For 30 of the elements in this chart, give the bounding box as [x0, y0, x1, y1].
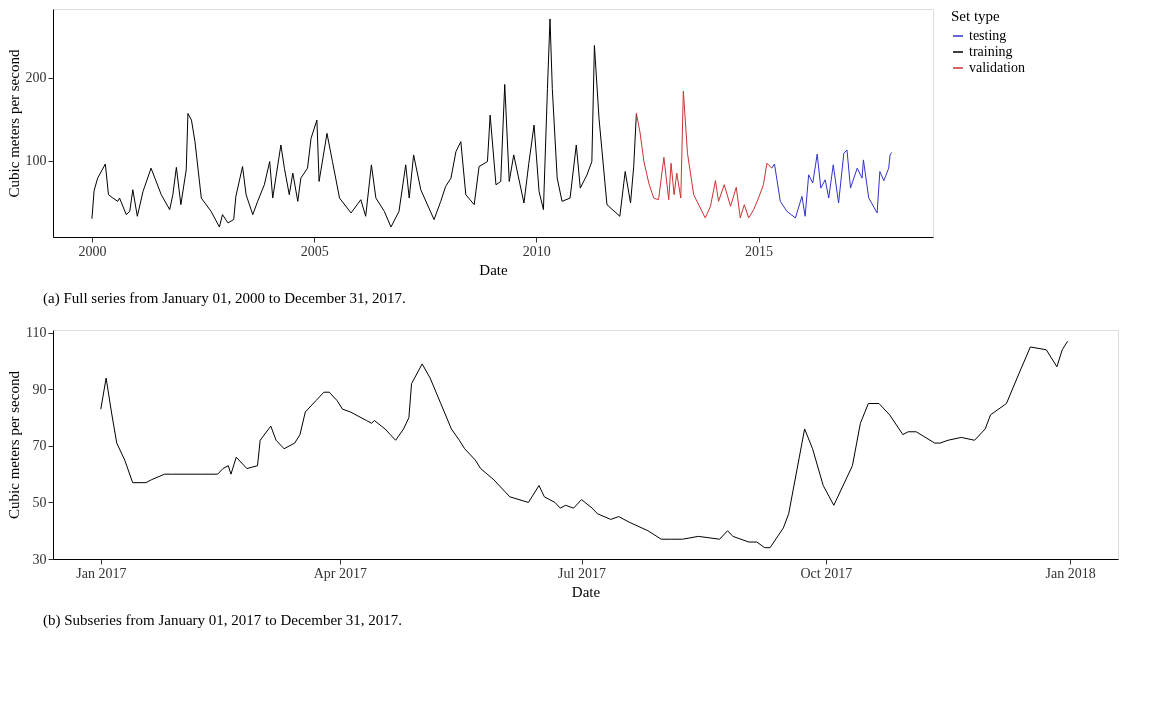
- y-tick-label: 200: [25, 70, 47, 86]
- text: (b) Subseries from January 01, 2017 to December 31, 2017.: [43, 612, 403, 629]
- line-series: [635, 90, 773, 219]
- line-series: [771, 149, 893, 219]
- y-tick-label: 100: [25, 153, 47, 169]
- legend-label: validation: [969, 60, 1025, 75]
- x-tick-label: 2000: [78, 243, 107, 259]
- line-series: [91, 18, 637, 228]
- x-tick-label: 2010: [522, 243, 551, 259]
- legend-label: training: [969, 44, 1013, 59]
- x-tick-label: 2015: [745, 243, 774, 259]
- y-tick-label: 70: [32, 438, 47, 454]
- x-axis-title: Date: [479, 261, 508, 278]
- y-axis-title: Cubic meters per second: [6, 370, 23, 519]
- legend-title: Set type: [951, 8, 1001, 24]
- y-tick-label: 50: [32, 494, 47, 510]
- x-tick-label: Jan 2018: [1045, 565, 1096, 581]
- line-series: [100, 340, 1069, 549]
- x-axis-title: Date: [571, 583, 601, 600]
- y-axis-title: Cubic meters per second: [5, 49, 22, 198]
- y-tick-label: 90: [32, 381, 47, 397]
- x-tick-label: Jan 2017: [76, 565, 127, 581]
- y-tick-label: 110: [26, 325, 47, 341]
- x-tick-label: 2005: [300, 243, 329, 259]
- y-tick-label: 30: [32, 551, 47, 567]
- x-tick-label: Oct 2017: [800, 565, 853, 581]
- legend-label: testing: [969, 28, 1007, 43]
- x-tick-label: Apr 2017: [313, 565, 367, 581]
- x-tick-label: Jul 2017: [558, 565, 606, 581]
- text: (a) Full series from January 01, 2000 to December 31, 2017.: [43, 290, 406, 307]
